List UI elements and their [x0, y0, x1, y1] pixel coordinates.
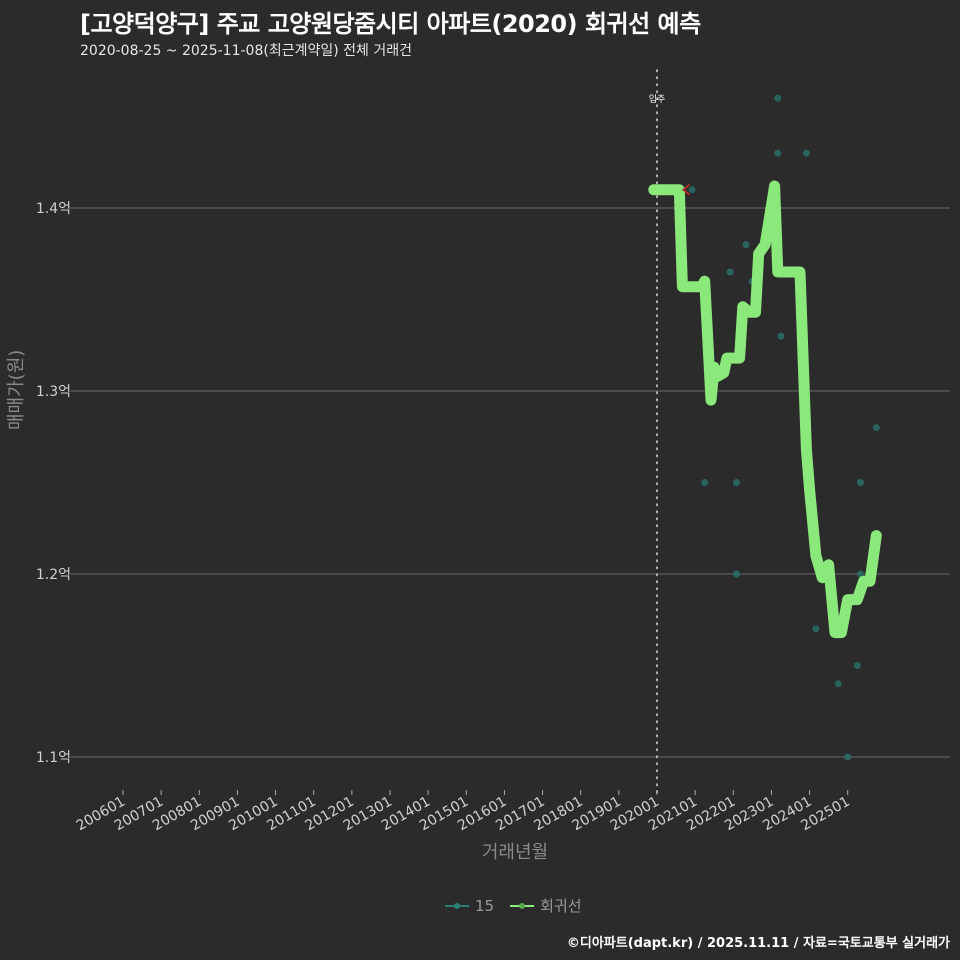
- chart-title: [고양덕양구] 주교 고양원당줌시티 아파트(2020) 회귀선 예측: [80, 10, 701, 38]
- x-marker-icon: [681, 183, 691, 196]
- y-axis-label: 매매가(원): [6, 349, 27, 430]
- svg-text:1.2억: 1.2억: [36, 567, 71, 583]
- legend-key-regression-icon: [510, 896, 535, 916]
- x-axis-label: 거래년월: [481, 842, 549, 863]
- move-in-vline: 입주: [649, 69, 666, 796]
- svg-text:1.4억: 1.4억: [36, 201, 71, 217]
- svg-text:1.3억: 1.3억: [36, 384, 71, 400]
- legend-key-scatter-icon: [445, 896, 469, 916]
- regression-line: [648, 180, 882, 639]
- legend-label-regression: 회귀선: [540, 897, 582, 915]
- source-caption: ©디아파트(dapt.kr) / 2025.11.11 / 자료=국토교통부 실…: [566, 936, 950, 951]
- scatter-series-15: [688, 94, 880, 761]
- x-axis-ticks: 2006012007012008012009012010012011012012…: [74, 790, 853, 834]
- gridlines: [70, 207, 950, 758]
- legend: 15 회귀선: [445, 895, 592, 916]
- y-axis-ticks: 1.1억 1.2억 1.3억 1.4억: [36, 201, 78, 766]
- chart-subtitle: 2020-08-25 ~ 2025-11-08(최근계약일) 전체 거래건: [80, 43, 412, 59]
- svg-text:입주: 입주: [649, 93, 666, 105]
- svg-text:1.1억: 1.1억: [36, 750, 71, 766]
- legend-label-15: 15: [475, 896, 495, 915]
